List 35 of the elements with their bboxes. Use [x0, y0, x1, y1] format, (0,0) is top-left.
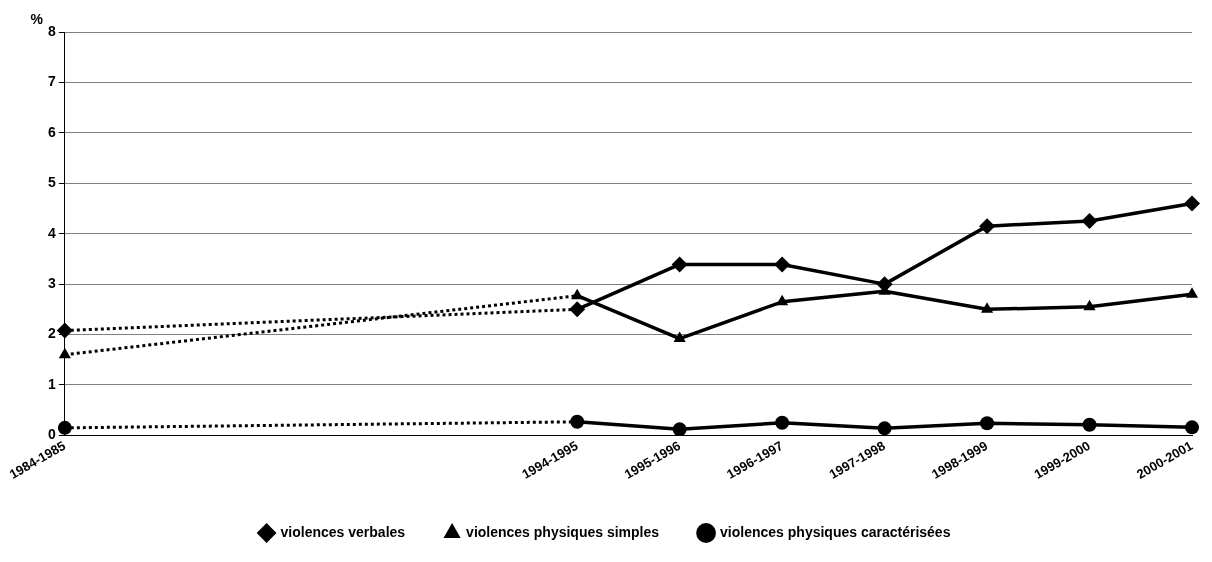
- y-tick-label: 6: [48, 123, 57, 140]
- y-tick-label: 2: [48, 325, 57, 342]
- point: [774, 256, 791, 273]
- point: [571, 288, 584, 300]
- point: [569, 301, 586, 318]
- point: [1082, 417, 1097, 432]
- point: [673, 331, 686, 343]
- point: [58, 347, 71, 359]
- point: [981, 302, 994, 313]
- point: [570, 414, 585, 429]
- point: [57, 420, 72, 435]
- point: [56, 322, 73, 339]
- y-tick-label: 3: [48, 274, 57, 291]
- legend-label: violences physiques simples: [466, 523, 660, 540]
- point: [1081, 213, 1098, 230]
- point: [672, 422, 687, 436]
- point: [877, 421, 892, 436]
- point: [776, 294, 789, 306]
- point: [1185, 420, 1199, 435]
- point: [671, 256, 688, 273]
- point: [1184, 195, 1200, 212]
- y-tick-label: 7: [48, 73, 57, 90]
- legend-label: violences physiques caractérisées: [720, 523, 951, 540]
- y-tick-label: 5: [48, 174, 57, 191]
- legend-label: violences verbales: [280, 523, 406, 540]
- y-tick-label: 1: [48, 375, 57, 392]
- point: [980, 416, 995, 431]
- y-tick-label: 0: [48, 426, 57, 443]
- point: [1185, 287, 1199, 298]
- y-axis-title: %: [30, 10, 44, 27]
- point: [979, 218, 996, 235]
- point: [775, 415, 790, 430]
- y-tick-label: 4: [48, 224, 57, 241]
- y-tick-label: 8: [48, 22, 57, 39]
- point: [1083, 299, 1096, 311]
